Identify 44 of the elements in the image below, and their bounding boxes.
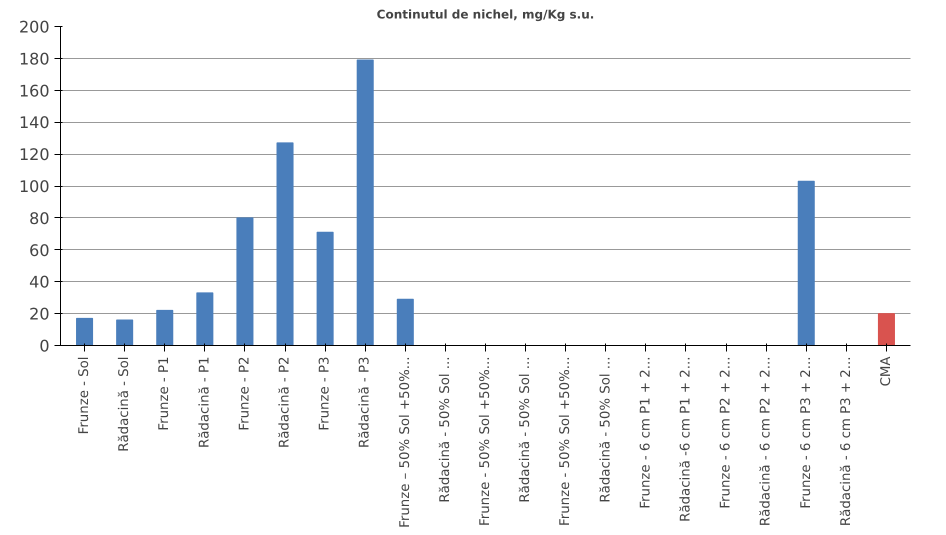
x-tick-label: Rădacină -6 cm P1 + 2... (678, 356, 694, 522)
y-tick-label: 160 (18, 81, 50, 100)
x-tick-label: Frunze - 6 cm P1 + 2... (638, 356, 654, 509)
x-tick-label: Rădacină - 50% Sol ... (518, 356, 534, 503)
bar (196, 292, 214, 346)
x-tick-label: Rădacină - Sol (117, 356, 132, 452)
y-tick-label: 140 (18, 113, 50, 132)
x-tick-label: Rădacină - 50% Sol ... (438, 356, 453, 503)
bar (316, 232, 334, 346)
bar (396, 298, 414, 346)
bar (236, 217, 254, 346)
x-tick-label: Rădacină - 6 cm P3 + 2... (838, 356, 854, 526)
x-tick-label: Frunze - P2 (237, 356, 252, 431)
bar (878, 313, 895, 346)
bar (798, 180, 815, 346)
y-tick-label: 200 (18, 18, 50, 36)
bar (156, 310, 174, 346)
x-tick-label: Frunze - 6 cm P2 + 2... (718, 356, 734, 509)
x-tick-label: Frunze - Sol (77, 356, 92, 434)
x-tick-label: Rădacină - 50% Sol ... (598, 356, 614, 503)
chart-title: Continutul de nichel, mg/Kg s.u. (376, 8, 594, 22)
y-tick-label: 80 (29, 208, 50, 228)
y-tick-label: 180 (18, 49, 50, 68)
y-tick-label: 120 (18, 145, 50, 164)
x-tick-label: Rădacină - P2 (278, 356, 293, 448)
bar (76, 318, 94, 346)
y-tick-label: 100 (18, 177, 50, 196)
x-tick-label: Rădacină - P3 (358, 356, 373, 448)
bar (276, 142, 294, 346)
x-tick-label: Frunze - 6 cm P3 + 2... (798, 356, 814, 509)
x-tick-label: Frunze - P1 (157, 356, 172, 431)
x-tick-label: Rădacină - 6 cm P2 + 2... (758, 356, 774, 526)
bar (116, 319, 134, 346)
x-tick-label: Frunze - 50% Sol +50%... (558, 356, 574, 526)
x-tick-label: Rădacină - P1 (197, 356, 212, 448)
y-tick-label: 0 (39, 336, 50, 356)
y-tick-label: 20 (29, 304, 50, 324)
y-tick-label: 60 (29, 240, 50, 260)
x-tick-label: Frunze – 50% Sol +50%... (398, 356, 413, 528)
x-tick-label: Frunze - 50% Sol +50%... (478, 356, 493, 526)
bar (356, 59, 374, 346)
x-tick-label: Frunze - P3 (318, 356, 333, 431)
y-tick-label: 40 (29, 272, 50, 292)
x-tick-label: CMA (878, 356, 894, 386)
